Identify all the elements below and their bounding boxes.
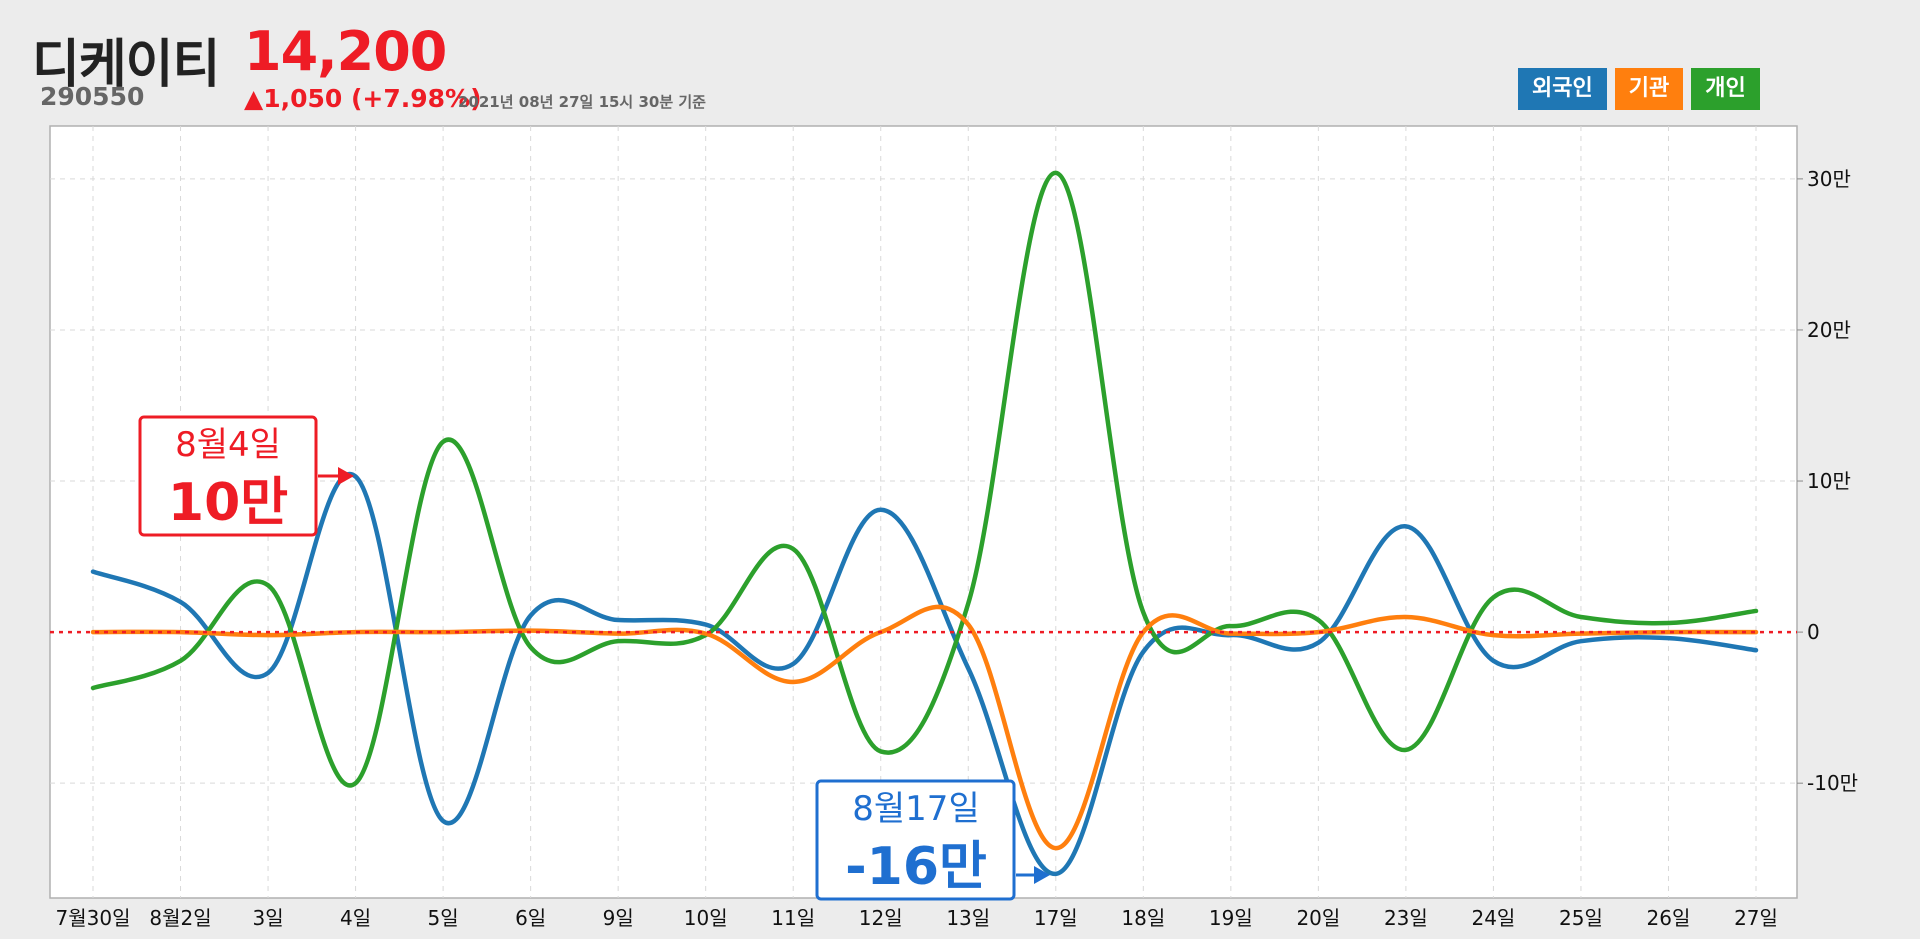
- callout-blue-box: [815, 779, 1016, 901]
- legend-individual[interactable]: 개인: [1691, 68, 1760, 110]
- x-tick-label: 25일: [1559, 906, 1603, 930]
- x-tick-label: 4일: [340, 906, 371, 930]
- x-tick-label: 27일: [1734, 906, 1778, 930]
- x-tick-label: 11일: [771, 906, 815, 930]
- y-tick-label: 10만: [1807, 469, 1851, 493]
- y-tick-label: 30만: [1807, 167, 1851, 191]
- y-tick-label: 0: [1807, 620, 1820, 644]
- series-lines: [50, 170, 1797, 877]
- legend: 외국인 기관 개인: [1518, 68, 1760, 110]
- x-tick-label: 8월2일: [149, 906, 211, 930]
- x-tick-label: 20일: [1296, 906, 1340, 930]
- callout-red-box: [138, 415, 318, 537]
- series-line-individual: [90, 170, 1759, 788]
- y-tick-label: -10만: [1807, 771, 1858, 795]
- x-tick-label: 6일: [515, 906, 546, 930]
- y-tick-label: 20만: [1807, 318, 1851, 342]
- x-axis: 7월30일 8월2일 3일 4일 5일 6일 9일 10일 11일 12일 13일 17일 18일 19일…: [56, 906, 1778, 930]
- x-tick-label: 19일: [1209, 906, 1253, 930]
- x-tick-label: 26일: [1647, 906, 1691, 930]
- series-line-foreign: [90, 471, 1759, 877]
- x-tick-label: 17일: [1034, 906, 1078, 930]
- legend-foreign[interactable]: 외국인: [1518, 68, 1607, 110]
- callout-red-date: 8월4일: [175, 425, 281, 465]
- plot-area: [49, 125, 1798, 899]
- y-axis: 30만 20만 10만 0 -10만: [1797, 167, 1858, 795]
- stock-code: 290550: [40, 82, 145, 111]
- x-tick-label: 23일: [1384, 906, 1428, 930]
- timestamp: 2021년 08년 27일 15시 30분 기준: [458, 93, 706, 111]
- callout-blue-value: -16만: [845, 837, 987, 897]
- x-tick-label: 7월30일: [56, 906, 131, 930]
- legend-institution[interactable]: 기관: [1614, 68, 1684, 110]
- x-tick-label: 18일: [1121, 906, 1165, 930]
- callout-blue-date: 8월17일: [852, 789, 979, 829]
- callout-blue-arrowhead: [1034, 866, 1050, 884]
- callout-red: 8월4일 10만: [138, 415, 354, 537]
- stock-change: ▲1,050 (+7.98%): [244, 84, 482, 113]
- callout-blue: 8월17일 -16만: [815, 779, 1050, 901]
- x-tick-label: 3일: [252, 906, 283, 930]
- callout-red-value: 10만: [168, 473, 288, 533]
- x-tick-label: 5일: [428, 906, 459, 930]
- x-tick-label: 10일: [684, 906, 728, 930]
- callout-red-arrowhead: [338, 467, 354, 485]
- x-tick-label: 24일: [1471, 906, 1515, 930]
- x-tick-label: 13일: [946, 906, 990, 930]
- x-tick-label: 12일: [859, 906, 903, 930]
- stock-name: 디케이티: [32, 35, 220, 95]
- stock-price: 14,200: [244, 20, 447, 83]
- x-tick-label: 9일: [603, 906, 634, 930]
